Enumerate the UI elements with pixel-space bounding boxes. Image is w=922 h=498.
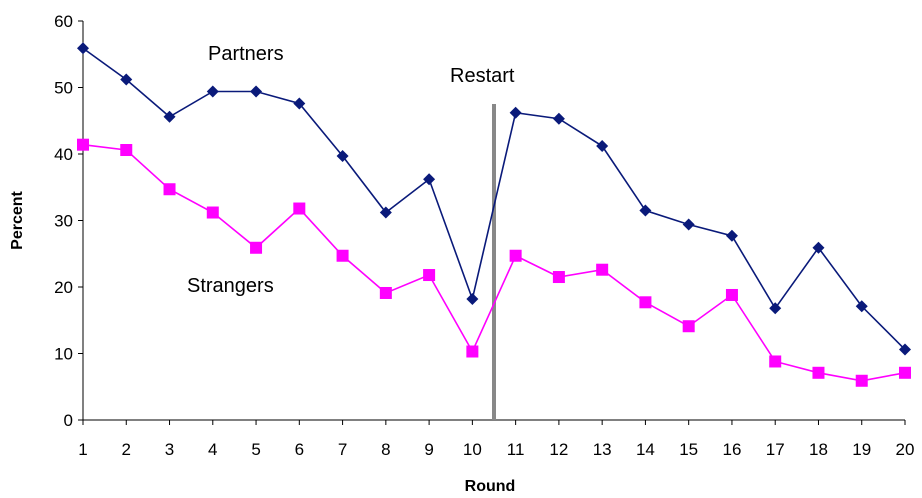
data-point [639,204,652,217]
x-tick-label: 17 [766,440,785,459]
data-point [682,320,695,333]
series-label-strangers: Strangers [187,275,274,297]
data-point [379,286,392,299]
y-tick-label: 60 [54,12,73,31]
data-point [120,73,133,86]
data-point [77,42,89,55]
x-tick-label: 20 [896,440,915,459]
x-tick-label: 3 [165,440,174,459]
x-tick-label: 4 [208,440,217,459]
x-tick-label: 2 [122,440,131,459]
x-tick-label: 10 [463,440,482,459]
data-point [206,206,219,219]
data-point [293,97,306,110]
y-tick-label: 50 [54,79,73,98]
data-point [336,249,349,262]
data-point [163,183,176,196]
x-tick-label: 16 [722,440,741,459]
x-tick-label: 5 [251,440,260,459]
series-layer [77,42,911,387]
data-point [293,202,306,215]
x-tick-label: 12 [549,440,568,459]
y-tick-label: 20 [54,278,73,297]
data-point [725,288,738,301]
series-strangers [77,138,911,387]
x-tick-label: 14 [636,440,655,459]
y-tick-label: 0 [64,411,73,430]
data-point [769,355,782,368]
data-point [466,292,479,305]
series-label-partners: Partners [208,43,284,65]
x-axis-ticks: 1 2 3 4 5 6 7 8 9 10 11 12 13 14 15 16 17 18 19 20 [78,420,914,459]
series-line [82,47,906,351]
data-point [120,144,133,157]
series-line [82,143,906,382]
data-point [769,302,782,315]
data-point [206,85,219,98]
x-tick-label: 18 [809,440,828,459]
data-point [509,106,522,119]
x-tick-label: 19 [852,440,871,459]
data-point [855,374,868,387]
data-point [466,345,479,358]
data-point [163,110,176,123]
y-axis-title: Percent [9,190,26,249]
x-axis-title: Round [465,478,516,495]
y-tick-label: 10 [54,345,73,364]
x-tick-label: 1 [78,440,87,459]
x-tick-label: 7 [338,440,347,459]
data-point [77,138,89,151]
series-partners [77,42,911,356]
x-tick-label: 6 [295,440,304,459]
data-point [552,271,565,284]
data-point [812,366,825,379]
data-point [596,140,609,153]
data-point [423,173,436,186]
data-point [379,206,392,219]
data-point [596,263,609,276]
data-point [250,85,263,98]
data-point [812,241,825,254]
data-point [725,229,738,242]
data-point [509,249,522,262]
data-point [423,269,436,282]
x-tick-label: 15 [679,440,698,459]
x-tick-label: 9 [424,440,433,459]
x-tick-label: 13 [593,440,612,459]
data-point [899,366,911,379]
data-point [899,343,911,356]
data-point [639,296,652,309]
data-point [682,218,695,231]
restart-label: Restart [450,65,515,87]
x-tick-label: 11 [507,440,525,459]
data-point [250,241,263,254]
y-tick-label: 30 [54,212,73,231]
y-tick-label: 40 [54,145,73,164]
data-point [336,149,349,162]
x-tick-label: 8 [381,440,390,459]
data-point [855,300,868,313]
y-axis-ticks: 0 10 20 30 40 50 60 [54,12,83,430]
data-point [552,112,565,125]
